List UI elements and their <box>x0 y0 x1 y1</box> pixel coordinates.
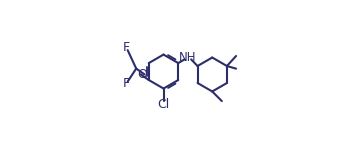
Text: Cl: Cl <box>157 98 170 111</box>
Text: O: O <box>138 68 147 81</box>
Text: NH: NH <box>179 51 197 64</box>
Text: F: F <box>122 77 130 90</box>
Text: F: F <box>122 41 130 54</box>
